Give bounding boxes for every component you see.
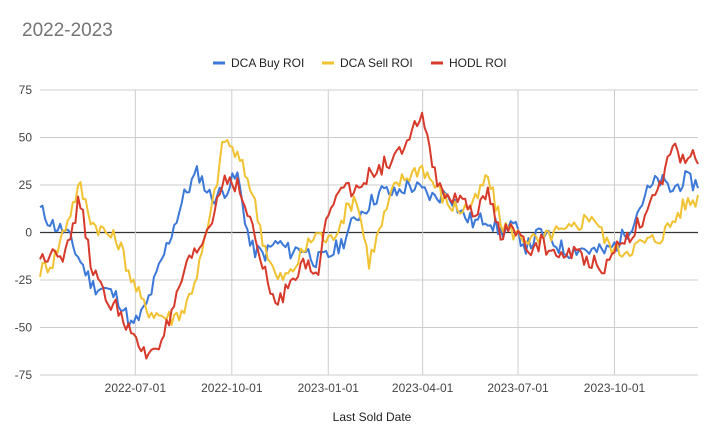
- series-line-hodl-roi: [39, 111, 699, 360]
- x-tick-label: 2023-01-01: [298, 381, 360, 395]
- y-tick-label: 0: [25, 226, 32, 240]
- gridlines: [40, 89, 698, 376]
- y-tick-label: 25: [19, 178, 33, 192]
- chart-title: 2022-2023: [22, 20, 113, 41]
- y-tick-label: -50: [15, 321, 33, 335]
- legend-label: HODL ROI: [449, 56, 507, 70]
- legend: DCA Buy ROI DCA Sell ROI HODL ROI: [213, 56, 507, 70]
- x-tick-label: 2022-10-01: [201, 381, 263, 395]
- y-tick-label: 75: [19, 83, 33, 97]
- y-tick-label: -75: [15, 368, 33, 382]
- x-tick-label: 2023-07-01: [487, 381, 549, 395]
- legend-label: DCA Buy ROI: [231, 56, 304, 70]
- series-line-dca-buy-roi: [39, 165, 699, 328]
- y-axis-ticks: 75 50 25 0 -25 -50 -75: [15, 83, 33, 382]
- x-tick-label: 2023-04-01: [392, 381, 454, 395]
- legend-label: DCA Sell ROI: [340, 56, 413, 70]
- series-lines: [39, 111, 699, 360]
- x-axis-title: Last Sold Date: [333, 410, 412, 424]
- y-tick-label: 50: [19, 131, 33, 145]
- y-tick-label: -25: [15, 273, 33, 287]
- x-tick-label: 2022-07-01: [105, 381, 167, 395]
- x-tick-label: 2023-10-01: [584, 381, 646, 395]
- x-axis-ticks: 2022-07-01 2022-10-01 2023-01-01 2023-04-01…: [105, 381, 646, 395]
- series-line-dca-sell-roi: [39, 139, 699, 326]
